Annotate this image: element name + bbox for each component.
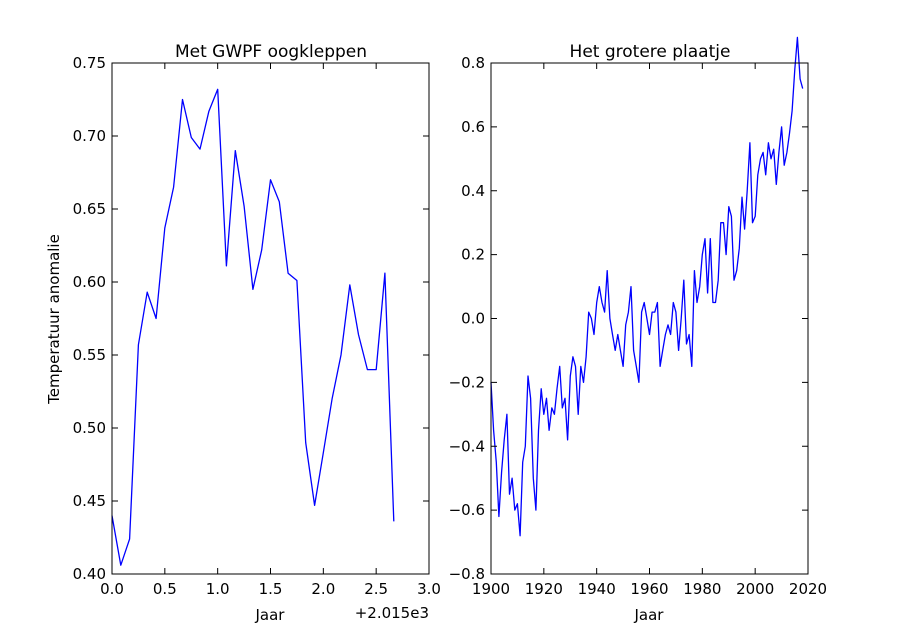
chart-left-y-tick-label: 0.45 — [73, 492, 106, 510]
chart-right-y-tick-label: 0.6 — [461, 118, 485, 136]
chart-left-y-tick-label: 0.75 — [73, 54, 106, 72]
chart-left-x-tick-label: 1.5 — [259, 580, 283, 598]
chart-right-x-tick-label: 2020 — [789, 580, 827, 598]
chart-right-x-tick-label: 2000 — [736, 580, 774, 598]
chart-left-plot-frame — [111, 62, 430, 575]
chart-left-y-tick-label: 0.60 — [73, 273, 106, 291]
chart-right-x-axis-label: Jaar — [634, 606, 665, 624]
chart-right-y-tick-label: −0.2 — [449, 373, 485, 391]
chart-left-y-axis-label: Temperatuur anomalie — [45, 234, 63, 405]
chart-left-y-tick-label: 0.65 — [73, 200, 106, 218]
chart-left-y-tick-label: 0.50 — [73, 419, 106, 437]
chart-left-x-tick-label: 0.5 — [153, 580, 177, 598]
chart-right-x-tick-label: 1900 — [472, 580, 510, 598]
chart-left-x-offset-label: +2.015e3 — [355, 604, 429, 622]
chart-left-y-tick-label: 0.55 — [73, 346, 106, 364]
chart-right-y-tick-label: −0.8 — [449, 565, 485, 583]
chart-right-x-axis: 1900 1920 1940 1960 1980 2000 2020 — [472, 63, 827, 598]
chart-right-y-tick-label: 0.8 — [461, 54, 485, 72]
chart-right-x-tick-label: 1920 — [525, 580, 563, 598]
chart-right-series-line — [490, 36, 804, 537]
chart-left-series-line — [111, 88, 395, 566]
chart-left-x-tick-label: 0.0 — [100, 580, 124, 598]
chart-left-title: Met GWPF oogkleppen — [175, 42, 367, 62]
chart-right-y-tick-label: 0.2 — [461, 246, 485, 264]
chart-right: Het grotere plaatje 1900 1920 1940 1960 1980… — [449, 36, 827, 624]
chart-right-title: Het grotere plaatje — [570, 42, 731, 62]
chart-left-y-tick-label: 0.70 — [73, 127, 106, 145]
chart-left-x-tick-label: 3.0 — [417, 580, 441, 598]
chart-left-x-tick-label: 2.0 — [311, 580, 335, 598]
chart-right-y-tick-label: −0.6 — [449, 501, 485, 519]
chart-right-x-tick-label: 1960 — [630, 580, 668, 598]
chart-right-plot-frame — [490, 62, 809, 575]
chart-left-y-axis: 0.40 0.45 0.50 0.55 0.60 0.65 0.70 0.75 — [73, 54, 429, 583]
chart-left-x-tick-label: 2.5 — [364, 580, 388, 598]
chart-right-y-tick-label: 0.4 — [461, 182, 485, 200]
chart-left-y-tick-label: 0.40 — [73, 565, 106, 583]
chart-left: Met GWPF oogkleppen 0.0 0.5 1.0 1.5 2.0 2.5 3.… — [45, 42, 441, 624]
chart-right-x-tick-label: 1940 — [578, 580, 616, 598]
chart-right-x-tick-label: 1980 — [683, 580, 721, 598]
chart-left-x-tick-label: 1.0 — [206, 580, 230, 598]
chart-right-y-tick-label: −0.4 — [449, 437, 485, 455]
chart-right-y-tick-label: 0.0 — [461, 310, 485, 328]
chart-left-x-axis-label: Jaar — [255, 606, 286, 624]
chart-left-x-axis: 0.0 0.5 1.0 1.5 2.0 2.5 3.0 — [100, 63, 441, 598]
